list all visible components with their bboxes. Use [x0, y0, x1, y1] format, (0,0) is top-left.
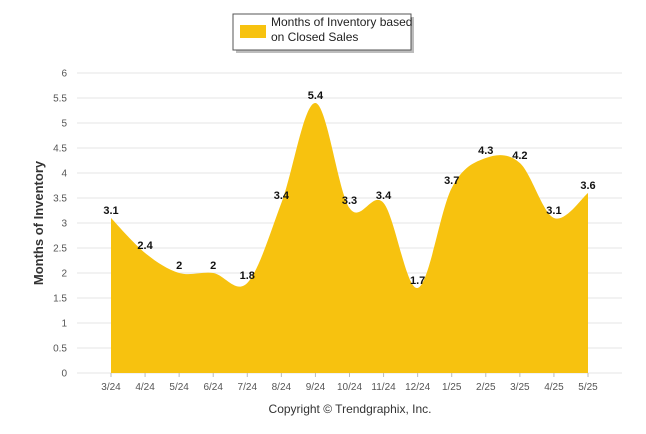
x-axis-ticks: 3/24 4/24 5/24 6/24 7/24 8/24 9/24 10/24 11/24 12…	[101, 373, 598, 393]
data-label: 3.1	[546, 205, 561, 217]
legend-label-line-2: on Closed Sales	[271, 30, 358, 44]
y-tick-label: 6	[61, 69, 67, 80]
data-label: 2	[176, 260, 182, 272]
y-tick-label: 1	[61, 319, 67, 330]
y-tick-label: 0	[61, 369, 67, 380]
y-tick-label: 5	[61, 119, 67, 130]
y-tick-label: 3	[61, 219, 67, 230]
copyright-text: Copyright © Trendgraphix, Inc.	[269, 402, 432, 416]
x-tick-label: 1/25	[442, 382, 462, 393]
y-tick-label: 0.5	[53, 344, 67, 355]
data-label: 4.2	[512, 150, 527, 162]
x-tick-label: 5/25	[578, 382, 598, 393]
data-label: 3.4	[376, 190, 392, 202]
data-label: 3.4	[274, 190, 290, 202]
x-tick-label: 6/24	[203, 382, 223, 393]
x-tick-label: 10/24	[337, 382, 362, 393]
y-tick-label: 2.5	[53, 244, 67, 255]
y-axis-ticks: 0 0.5 1 1.5 2 2.5 3 3.5 4 4.5 5 5.5 6	[53, 69, 67, 380]
x-tick-label: 2/25	[476, 382, 496, 393]
data-label: 1.7	[410, 275, 425, 287]
x-tick-label: 3/24	[101, 382, 121, 393]
area-series	[111, 102, 588, 374]
data-label: 4.3	[478, 145, 493, 157]
x-tick-label: 5/24	[169, 382, 189, 393]
legend-swatch	[240, 25, 266, 38]
x-tick-label: 7/24	[238, 382, 258, 393]
y-tick-label: 3.5	[53, 194, 67, 205]
data-label: 5.4	[308, 90, 324, 102]
data-label: 1.8	[240, 270, 255, 282]
y-axis-label: Months of Inventory	[31, 160, 46, 285]
data-label: 3.1	[103, 205, 118, 217]
area-fill	[111, 102, 588, 374]
y-tick-label: 1.5	[53, 294, 67, 305]
data-label: 3.6	[580, 180, 595, 192]
legend: Months of Inventory based on Closed Sale…	[232, 13, 414, 53]
data-label: 2	[210, 260, 216, 272]
y-tick-label: 4.5	[53, 144, 67, 155]
data-label: 3.7	[444, 175, 459, 187]
x-tick-label: 9/24	[306, 382, 326, 393]
y-tick-label: 4	[61, 169, 67, 180]
data-label: 3.3	[342, 195, 357, 207]
legend-label-line-1: Months of Inventory based	[271, 15, 412, 29]
x-tick-label: 12/24	[405, 382, 430, 393]
x-tick-label: 11/24	[371, 382, 396, 393]
x-tick-label: 4/25	[544, 382, 564, 393]
x-tick-label: 8/24	[272, 382, 292, 393]
y-tick-label: 5.5	[53, 94, 67, 105]
data-label: 2.4	[137, 240, 153, 252]
data-labels: 3.1 2.4 2 2 1.8 3.4 5.4 3.3 3.4 1.7 3.7 4.3 4.2 3.1 3.…	[103, 90, 595, 287]
x-tick-label: 3/25	[510, 382, 530, 393]
y-tick-label: 2	[61, 269, 67, 280]
x-tick-label: 4/24	[135, 382, 155, 393]
